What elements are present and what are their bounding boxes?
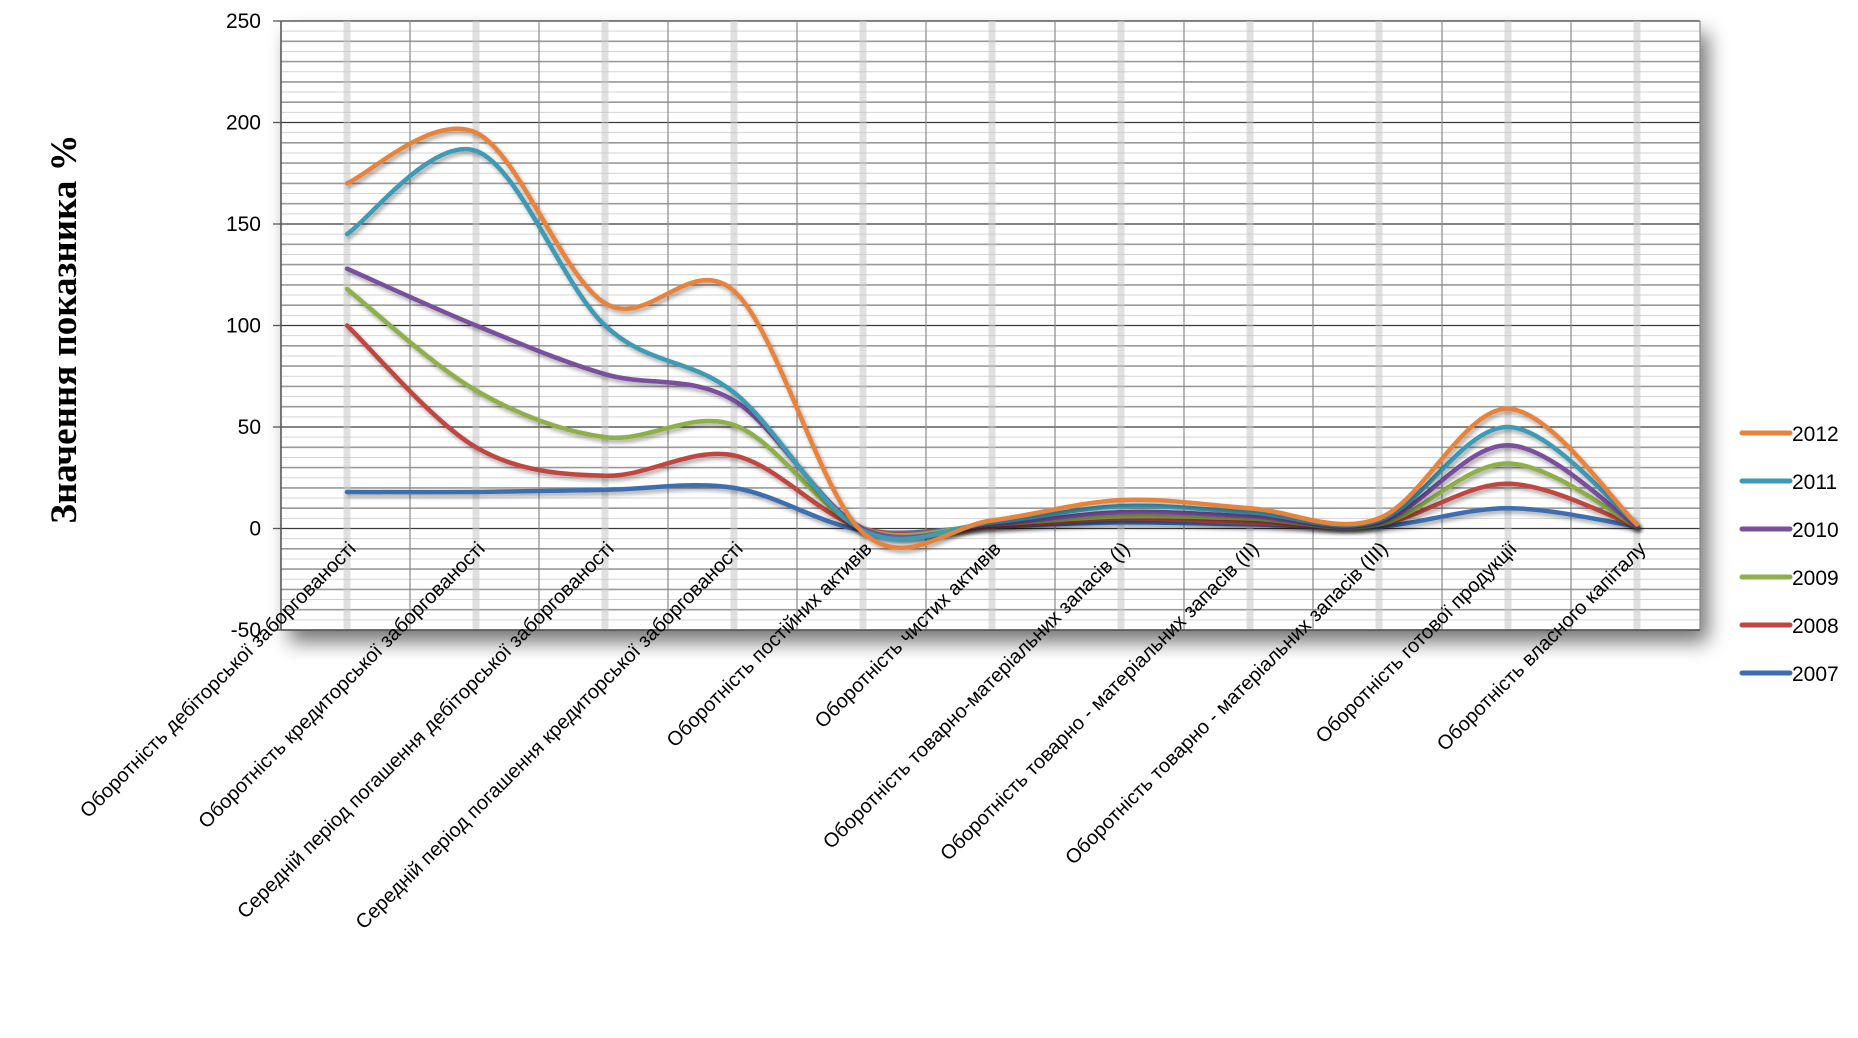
x-tick-label: Оборотність дебіторської заборгованості [76,538,360,822]
legend-label-2008: 2008 [1792,615,1839,638]
y-tick-label: 250 [226,10,261,33]
legend-label-2009: 2009 [1792,567,1839,590]
y-tick-label: 50 [238,416,261,439]
y-axis-title: Значення показника % [44,134,85,523]
y-tick-label: 0 [249,518,261,541]
y-tick-label: -50 [231,619,261,642]
axes: -50 0 50 100 150 200 250 [226,10,1700,642]
legend-label-2010: 2010 [1792,519,1839,542]
legend-label-2012: 2012 [1792,423,1839,446]
series-lines [344,126,1640,551]
legend-label-2011: 2011 [1792,471,1837,494]
y-tick-label: 100 [226,315,261,338]
series-line-2012 [344,126,1640,551]
legend-label-2007: 2007 [1792,663,1839,686]
y-tick-label: 150 [226,213,261,236]
y-tick-label: 200 [226,112,261,135]
legend: 2012 2011 2010 2009 2008 2007 [1739,423,1839,686]
